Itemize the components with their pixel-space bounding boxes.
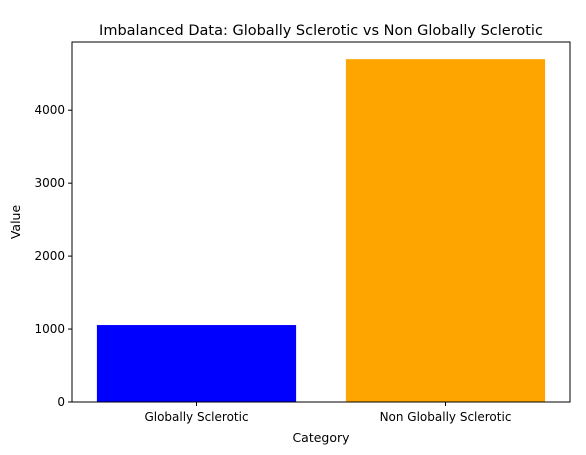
- chart-title: Imbalanced Data: Globally Sclerotic vs N…: [99, 23, 543, 39]
- x-tick-label: Non Globally Sclerotic: [380, 410, 512, 424]
- bar-group: [96, 59, 546, 403]
- bar-globally-sclerotic: [96, 325, 297, 402]
- y-axis-label: Value: [8, 205, 23, 240]
- x-axis-ticks: Globally Sclerotic Non Globally Sclerotic: [144, 402, 511, 424]
- y-axis-ticks: 0 1000 2000 3000 4000: [34, 103, 72, 409]
- x-tick-label: Globally Sclerotic: [144, 410, 248, 424]
- y-tick-label: 1000: [34, 322, 65, 336]
- y-tick-label: 0: [57, 395, 65, 409]
- bar-non-globally-sclerotic: [345, 59, 546, 403]
- x-axis-label: Category: [292, 430, 350, 445]
- plot-area-frame: [71, 41, 571, 403]
- y-tick-label: 2000: [34, 249, 65, 263]
- y-tick-label: 4000: [34, 103, 65, 117]
- y-tick-label: 3000: [34, 176, 65, 190]
